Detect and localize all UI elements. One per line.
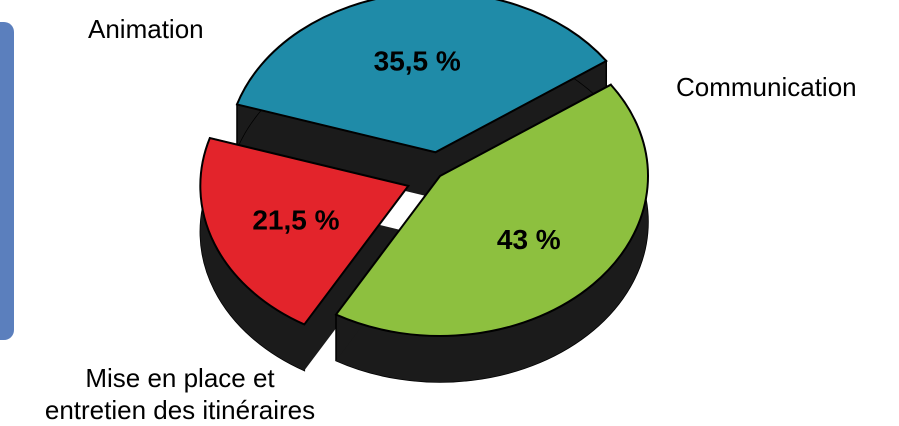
category-label-mise-en-place-line-2: entretien des itinéraires bbox=[44, 395, 316, 425]
slice-animation bbox=[199, 136, 411, 326]
slice-communication bbox=[235, 0, 608, 154]
side-panel-decoration bbox=[0, 22, 14, 340]
category-label-animation: Animation bbox=[88, 14, 204, 44]
slice-mise-en-place bbox=[334, 83, 649, 337]
category-label-communication: Communication bbox=[676, 72, 857, 102]
value-label-animation: 21,5 % bbox=[252, 205, 339, 236]
value-label-mise-en-place: 43 % bbox=[497, 224, 561, 255]
category-label-mise-en-place-line-1: Mise en place et bbox=[85, 363, 275, 393]
category-label-mise-en-place: Mise en place et entretien des itinérair… bbox=[0, 362, 360, 426]
value-label-communication: 35,5 % bbox=[374, 46, 461, 77]
